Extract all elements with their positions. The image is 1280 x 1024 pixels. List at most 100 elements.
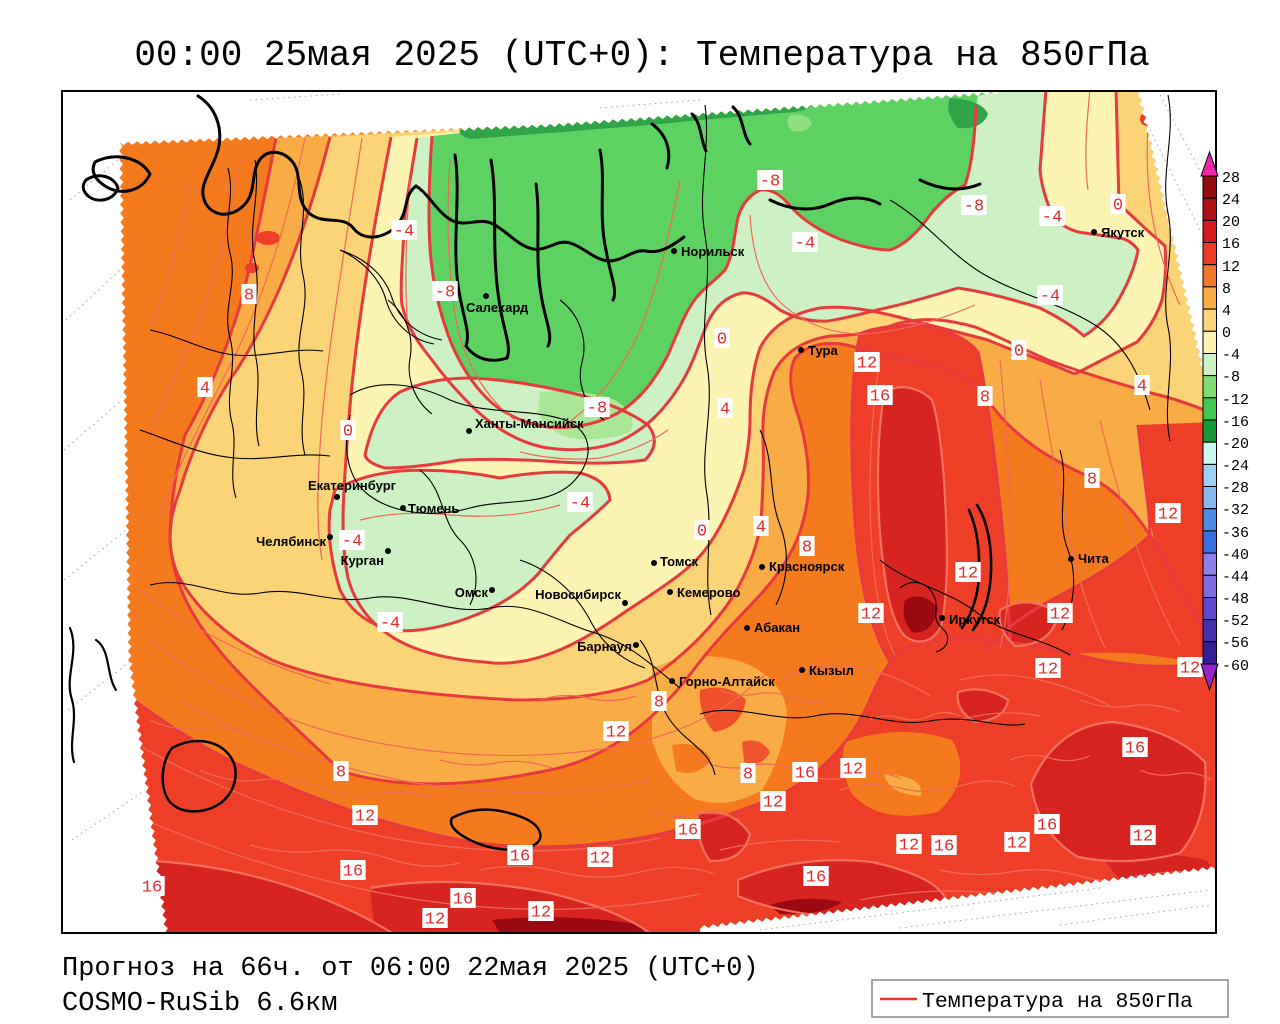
svg-text:-4: -4 (795, 235, 815, 254)
svg-text:8: 8 (743, 766, 753, 785)
svg-text:12: 12 (958, 565, 978, 584)
svg-text:8: 8 (654, 694, 664, 713)
svg-text:-4: -4 (1042, 209, 1062, 228)
svg-text:Норильск: Норильск (681, 244, 745, 259)
svg-text:-56: -56 (1222, 635, 1249, 652)
svg-text:Тюмень: Тюмень (408, 501, 459, 516)
svg-text:-52: -52 (1222, 613, 1249, 630)
svg-text:16: 16 (934, 838, 954, 857)
svg-text:12: 12 (531, 904, 551, 923)
svg-text:-8: -8 (587, 400, 607, 419)
svg-text:Якутск: Якутск (1101, 225, 1145, 240)
svg-text:20: 20 (1222, 214, 1240, 231)
svg-text:0: 0 (1014, 343, 1024, 362)
svg-text:16: 16 (870, 388, 890, 407)
svg-text:0: 0 (697, 523, 707, 542)
svg-text:16: 16 (142, 879, 162, 898)
svg-text:Горно-Алтайск: Горно-Алтайск (679, 674, 775, 689)
svg-text:-32: -32 (1222, 502, 1249, 519)
svg-text:4: 4 (1222, 303, 1231, 320)
svg-text:Кемерово: Кемерово (677, 585, 741, 600)
svg-text:12: 12 (857, 355, 877, 374)
svg-text:4: 4 (200, 380, 210, 399)
svg-text:-8: -8 (1222, 369, 1240, 386)
svg-text:24: 24 (1222, 192, 1240, 209)
svg-text:-4: -4 (394, 223, 414, 242)
svg-text:12: 12 (590, 850, 610, 869)
svg-text:Барнаул: Барнаул (577, 639, 632, 654)
svg-text:-28: -28 (1222, 480, 1249, 497)
svg-text:Абакан: Абакан (754, 620, 800, 635)
svg-text:12: 12 (606, 724, 626, 743)
svg-text:8: 8 (336, 764, 346, 783)
svg-text:0: 0 (1222, 325, 1231, 342)
svg-text:COSMO-RuSib 6.6км: COSMO-RuSib 6.6км (62, 989, 337, 1019)
svg-text:12: 12 (1158, 506, 1178, 525)
svg-text:00:00 25мая 2025 (UTC+0): Темп: 00:00 25мая 2025 (UTC+0): Температура на… (134, 35, 1149, 76)
svg-text:Температура на 850гПа: Температура на 850гПа (922, 990, 1193, 1014)
svg-text:-48: -48 (1222, 591, 1249, 608)
svg-text:4: 4 (756, 519, 766, 538)
svg-text:Томск: Томск (660, 554, 699, 569)
svg-text:-44: -44 (1222, 569, 1249, 586)
svg-text:-16: -16 (1222, 414, 1249, 431)
svg-text:12: 12 (1133, 828, 1153, 847)
svg-text:Екатеринбург: Екатеринбург (308, 478, 397, 493)
svg-text:Чита: Чита (1078, 551, 1109, 566)
svg-text:Курган: Курган (341, 553, 384, 568)
svg-text:-40: -40 (1222, 547, 1249, 564)
svg-text:-36: -36 (1222, 525, 1249, 542)
svg-text:12: 12 (843, 761, 863, 780)
svg-text:12: 12 (355, 808, 375, 827)
svg-text:-12: -12 (1222, 392, 1249, 409)
svg-text:12: 12 (1050, 606, 1070, 625)
svg-text:8: 8 (1087, 471, 1097, 490)
svg-text:16: 16 (1222, 236, 1240, 253)
svg-text:-4: -4 (1222, 347, 1240, 364)
svg-text:Красноярск: Красноярск (769, 559, 845, 574)
svg-text:8: 8 (1222, 281, 1231, 298)
svg-text:0: 0 (343, 423, 353, 442)
svg-text:28: 28 (1222, 170, 1240, 187)
svg-text:12: 12 (861, 606, 881, 625)
svg-text:-4: -4 (1040, 288, 1060, 307)
svg-text:Прогноз на 66ч. от 06:00 22мая: Прогноз на 66ч. от 06:00 22мая 2025 (UTC… (62, 954, 759, 984)
svg-text:12: 12 (425, 911, 445, 930)
svg-text:4: 4 (1137, 378, 1147, 397)
svg-text:-24: -24 (1222, 458, 1249, 475)
svg-text:Кызыл: Кызыл (809, 663, 854, 678)
svg-text:16: 16 (806, 869, 826, 888)
svg-text:-8: -8 (964, 198, 984, 217)
svg-text:12: 12 (1222, 259, 1240, 276)
svg-text:Омск: Омск (455, 585, 489, 600)
svg-text:16: 16 (453, 891, 473, 910)
svg-text:16: 16 (510, 848, 530, 867)
svg-text:12: 12 (1038, 661, 1058, 680)
svg-text:Иркутск: Иркутск (949, 612, 1001, 627)
svg-text:0: 0 (717, 331, 727, 350)
svg-text:16: 16 (1125, 740, 1145, 759)
svg-text:-4: -4 (570, 495, 590, 514)
svg-text:Ханты-Мансийск: Ханты-Мансийск (475, 416, 584, 431)
svg-text:8: 8 (244, 287, 254, 306)
svg-text:Новосибирск: Новосибирск (535, 587, 621, 602)
svg-text:-8: -8 (435, 284, 455, 303)
svg-text:4: 4 (720, 401, 730, 420)
svg-text:-4: -4 (380, 615, 400, 634)
svg-text:12: 12 (763, 794, 783, 813)
svg-text:16: 16 (343, 863, 363, 882)
svg-text:Челябинск: Челябинск (256, 534, 326, 549)
svg-text:16: 16 (678, 822, 698, 841)
svg-text:-60: -60 (1222, 658, 1249, 675)
svg-text:-8: -8 (760, 173, 780, 192)
svg-text:Салехард: Салехард (466, 300, 529, 315)
svg-text:-4: -4 (342, 533, 362, 552)
svg-text:12: 12 (899, 837, 919, 856)
svg-text:0: 0 (1113, 197, 1123, 216)
svg-text:16: 16 (795, 765, 815, 784)
svg-text:8: 8 (980, 389, 990, 408)
svg-text:12: 12 (1007, 835, 1027, 854)
svg-text:Тура: Тура (808, 343, 838, 358)
svg-text:16: 16 (1037, 817, 1057, 836)
svg-text:12: 12 (1180, 660, 1200, 679)
